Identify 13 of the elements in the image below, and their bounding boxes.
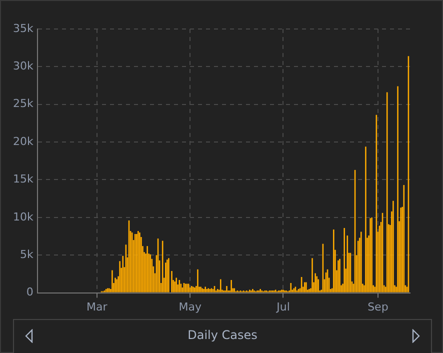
x-tick-label: Sep: [368, 300, 388, 314]
y-tick-label: 10k: [12, 210, 34, 224]
y-tick-label: 35k: [12, 22, 34, 35]
y-tick-label: 20k: [12, 134, 34, 148]
text: Daily Cases: [186, 328, 258, 342]
y-tick-label: 25k: [12, 97, 34, 110]
x-tick-label: Jul: [276, 300, 290, 314]
y-tick-label: 0: [26, 286, 34, 299]
x-tick-label: May: [178, 300, 202, 314]
y-tick-label: 5k: [20, 248, 34, 261]
x-tick-label: Mar: [86, 300, 108, 314]
y-tick-label: 15k: [12, 172, 34, 186]
y-tick-label: 30k: [12, 60, 34, 73]
